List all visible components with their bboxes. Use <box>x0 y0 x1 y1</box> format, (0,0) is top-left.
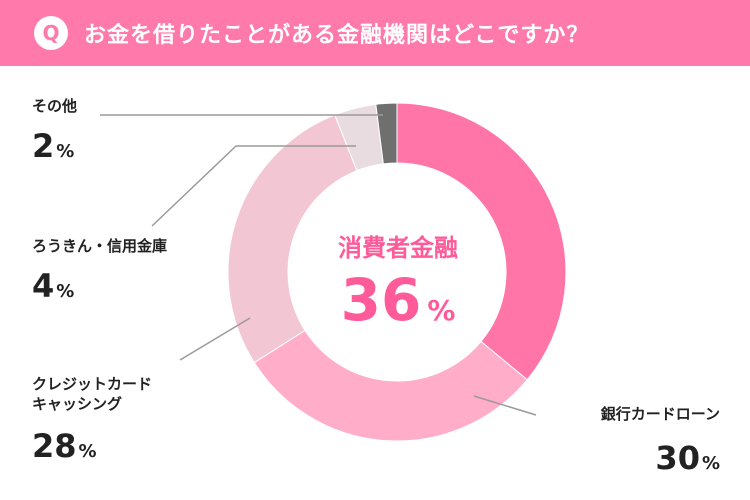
question-header: Q お金を借りたことがある金融機関はどこですか？ <box>0 0 750 66</box>
leader-line-bank <box>473 395 537 416</box>
leader-lines <box>100 114 537 416</box>
donut-slice-1 <box>253 329 528 442</box>
label-rokin: ろうきん・信用金庫 4% <box>32 236 167 310</box>
donut-slice-4 <box>375 102 398 165</box>
label-credit-name-2: キャッシング <box>32 395 123 413</box>
leader-line-credit <box>179 317 251 361</box>
center-number: 36 <box>340 266 422 334</box>
label-credit-unit: % <box>78 441 97 462</box>
label-bank-value: 30 <box>655 439 700 477</box>
label-bank-unit: % <box>701 453 720 474</box>
label-other-value: 2 <box>32 127 55 165</box>
label-rokin-value: 4 <box>32 267 55 305</box>
center-value: 36% <box>290 268 506 343</box>
donut-slice-0 <box>396 102 567 381</box>
label-credit-value: 28 <box>32 427 77 465</box>
question-text: お金を借りたことがある金融機関はどこですか？ <box>84 23 590 48</box>
label-rokin-name: ろうきん・信用金庫 <box>32 237 168 255</box>
label-credit: クレジットカード キャッシング 28% <box>32 374 152 470</box>
label-other: その他 2% <box>32 96 77 170</box>
label-bank: 銀行カードローン 30% <box>530 404 720 482</box>
center-unit: % <box>427 294 456 327</box>
donut-slices <box>227 102 567 442</box>
label-bank-pct: 30% <box>530 440 720 482</box>
label-rokin-pct: 4% <box>32 268 167 310</box>
label-credit-pct: 28% <box>32 428 152 470</box>
leader-line-rokin <box>151 145 356 227</box>
q-badge-letter: Q <box>42 21 60 45</box>
label-other-name: その他 <box>32 97 78 115</box>
label-rokin-unit: % <box>56 281 75 302</box>
label-credit-name-1: クレジットカード <box>32 375 153 393</box>
label-other-pct: 2% <box>32 128 77 170</box>
center-label: 消費者金融 <box>338 234 458 262</box>
label-other-unit: % <box>56 141 75 162</box>
donut-slice-2 <box>227 114 358 364</box>
q-badge: Q <box>34 16 68 50</box>
label-bank-name: 銀行カードローン <box>600 405 720 423</box>
